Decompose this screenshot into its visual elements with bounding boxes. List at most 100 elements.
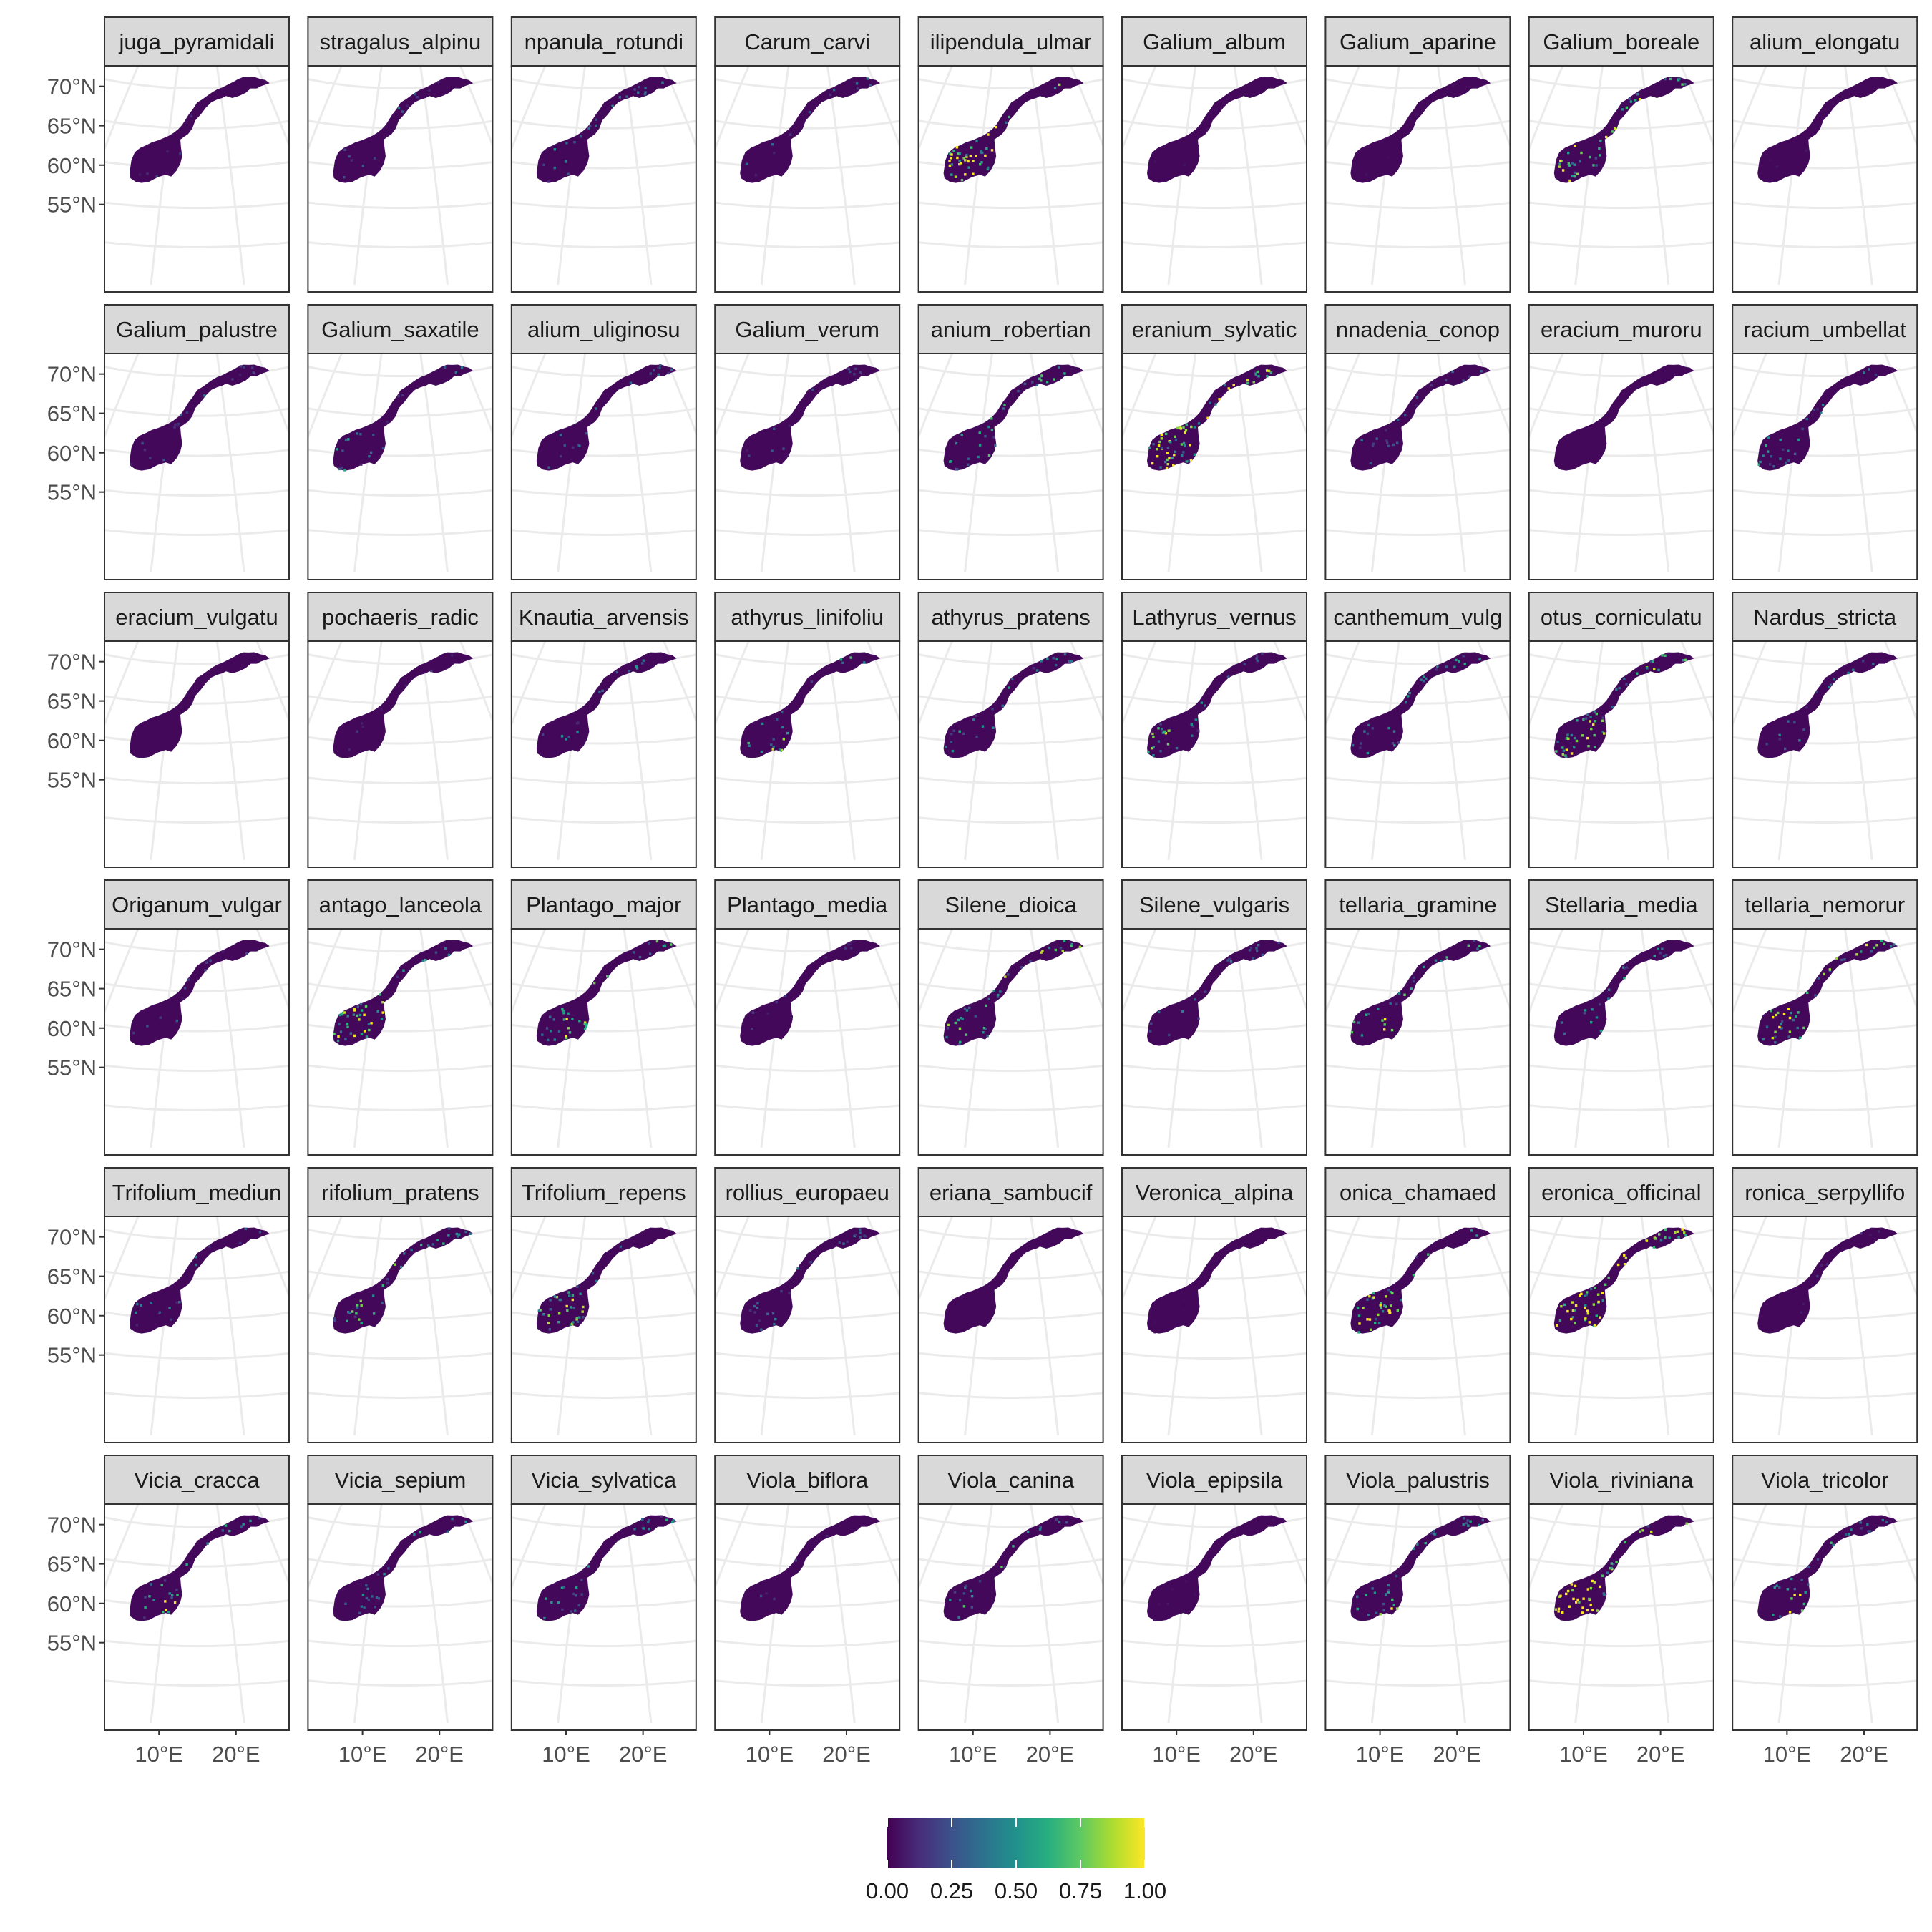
graticule-parallel: [1325, 1599, 1511, 1608]
map-cell: [1451, 370, 1454, 374]
map-cell: [560, 1586, 564, 1589]
map-cell: [1470, 1229, 1473, 1232]
map-cell: [1568, 164, 1571, 167]
map-cell: [788, 1292, 791, 1294]
map-cell: [1592, 164, 1595, 167]
graticule: [511, 1216, 696, 1435]
map-cell: [1572, 1597, 1575, 1601]
graticule-parallel: [1122, 1392, 1307, 1400]
map-cell: [1625, 683, 1628, 686]
graticule-meridian: [1122, 353, 1157, 440]
graticule: [1122, 641, 1307, 860]
graticule-parallel: [715, 1558, 900, 1568]
graticule-meridian: [353, 1216, 383, 1435]
map-cell: [1366, 1298, 1369, 1301]
strip-label-clip: eracium_muroru: [1541, 317, 1702, 342]
map-cell: [1226, 959, 1229, 962]
map-cell: [839, 658, 843, 661]
map-cell: [1045, 381, 1049, 384]
graticule-parallel: [104, 365, 289, 378]
map-cell: [953, 1591, 957, 1594]
graticule-parallel: [1732, 448, 1918, 457]
map-cell: [454, 371, 457, 374]
map-cell: [1623, 977, 1626, 980]
graticule-parallel: [1122, 1311, 1307, 1320]
facet-panel: [1528, 1503, 1714, 1731]
graticule-parallel: [715, 1639, 900, 1648]
map-cell: [372, 434, 375, 436]
legend-label: 0.00: [866, 1878, 909, 1903]
map-cell: [583, 1028, 587, 1030]
map-cell: [1586, 1312, 1589, 1315]
map-cell: [1234, 1529, 1236, 1533]
map-cell: [1373, 1591, 1377, 1594]
map-cell: [224, 1524, 228, 1527]
graticule-meridian: [1640, 1504, 1670, 1723]
map-cell: [958, 152, 962, 155]
facet-46: Vicia_cracca: [104, 1455, 290, 1731]
strip-label-clip: racium_umbellat: [1743, 317, 1906, 342]
map-cell: [635, 665, 638, 668]
map-cell: [1157, 444, 1161, 447]
map-cell: [959, 1040, 962, 1044]
map-cell: [565, 142, 568, 145]
map-cell: [464, 1230, 467, 1234]
map-cell: [1410, 987, 1413, 990]
graticule-parallel: [308, 1104, 493, 1112]
map-cell: [585, 1025, 587, 1028]
graticule-meridian: [419, 353, 449, 572]
map-cell: [635, 667, 639, 670]
graticule-meridian: [1640, 641, 1670, 860]
map-cell: [339, 1030, 343, 1033]
graticule-meridian: [308, 929, 343, 1015]
map-cell: [1180, 443, 1184, 446]
graticule: [715, 66, 900, 285]
map-cell: [1198, 1566, 1201, 1569]
map-cell: [567, 172, 570, 175]
map-cell: [1774, 1041, 1777, 1044]
graticule-parallel: [1528, 1599, 1714, 1608]
panel-border: [104, 640, 290, 868]
map-cell: [1415, 404, 1418, 407]
x-tick-label: 20°E: [1433, 1742, 1481, 1767]
panel-border: [1324, 65, 1511, 293]
facet-7: Galium_aparine: [1324, 16, 1511, 293]
graticule-parallel: [511, 1392, 696, 1400]
norway-outline: [1757, 1227, 1898, 1334]
x-tick-label: 10°E: [338, 1742, 387, 1767]
graticule: [1528, 1504, 1714, 1723]
graticule-parallel: [1528, 1228, 1714, 1241]
map-cell: [190, 114, 193, 117]
graticule-meridian: [866, 929, 900, 1012]
graticule-parallel: [918, 529, 1103, 537]
map-cell: [1350, 1030, 1354, 1034]
graticule-parallel: [1528, 1104, 1714, 1112]
map-cell: [565, 738, 567, 741]
map-cell: [854, 367, 857, 370]
map-cell: [1423, 675, 1425, 678]
map-cell: [1626, 966, 1629, 969]
strip-background: [1121, 1455, 1307, 1505]
map-cell: [1434, 959, 1438, 962]
map-cell: [1391, 1292, 1394, 1295]
map-cell: [965, 154, 968, 157]
facet-strip: racium_umbellat: [1732, 304, 1918, 354]
map-cell: [1559, 159, 1562, 162]
map-cell: [1775, 1013, 1777, 1017]
map-cell: [1063, 940, 1066, 942]
facet-panel: [917, 928, 1104, 1156]
map-cell: [1870, 950, 1873, 953]
map-cell: [811, 388, 814, 391]
map-cell: [1775, 165, 1779, 168]
graticule-meridian: [1370, 66, 1400, 285]
map-cell: [970, 1606, 973, 1609]
map-cell: [1778, 1586, 1781, 1589]
map-cell: [1416, 1543, 1419, 1546]
map-cell: [1166, 743, 1170, 746]
facet-29: antago_lanceola: [307, 879, 494, 1156]
map-cell: [566, 1309, 569, 1312]
map-cell: [368, 1028, 371, 1032]
graticule-parallel: [918, 365, 1103, 378]
facet-panel: [1121, 65, 1307, 293]
